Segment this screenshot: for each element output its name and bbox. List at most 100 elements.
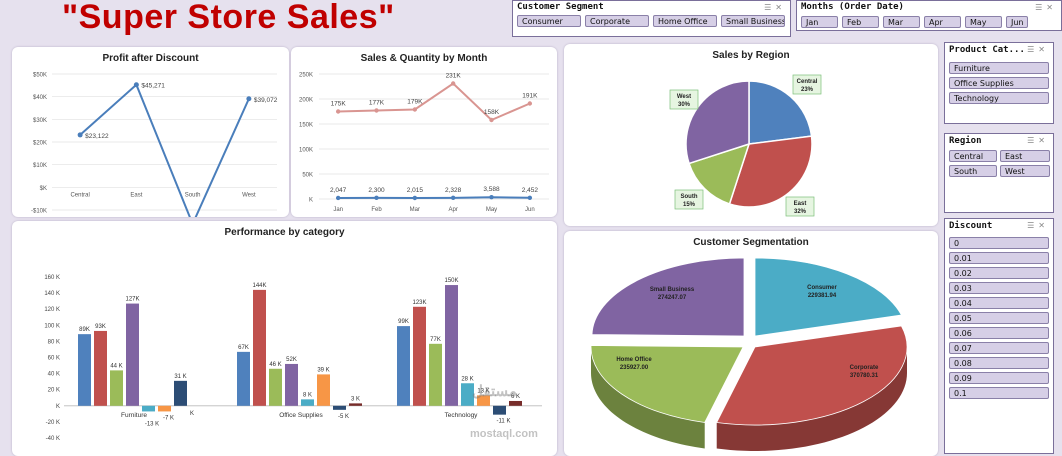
category-bar xyxy=(349,403,362,406)
data-label: 231K xyxy=(446,73,462,80)
bar-label: -7 K xyxy=(163,415,174,421)
clear-filter-icon[interactable]: ☰✕ xyxy=(1027,221,1049,230)
slicer-product-category[interactable]: Product Cat... ☰✕ Furniture Office Suppl… xyxy=(944,42,1054,124)
bar-label: -5 K xyxy=(338,414,349,420)
category-bar xyxy=(78,334,91,406)
pie-label-box xyxy=(669,89,699,110)
slicer-item-discount[interactable]: 0.03 xyxy=(949,282,1049,294)
slicer-title: Region xyxy=(949,136,982,146)
series-point xyxy=(374,108,379,113)
bar-label: 8 K xyxy=(303,392,312,398)
profit-point xyxy=(246,96,252,102)
slicer-title: Product Cat... xyxy=(949,45,1025,55)
pie-label-value: 235927.00 xyxy=(620,365,649,371)
slicer-item-discount[interactable]: 0.07 xyxy=(949,342,1049,354)
x-tick-label: Feb xyxy=(371,207,382,213)
y-tick-label: 140 K xyxy=(44,291,60,297)
slicer-item-jan[interactable]: Jan xyxy=(801,16,838,28)
data-label: $39,072 xyxy=(254,97,278,104)
segmentation-chart-card: Customer Segmentation Consumer 229381.94 C… xyxy=(564,231,938,456)
slicer-item-discount[interactable]: 0.01 xyxy=(949,252,1049,264)
slicer-item-consumer[interactable]: Consumer xyxy=(517,15,581,27)
pie-label-name: West xyxy=(677,94,691,100)
pie-label-name: Consumer xyxy=(807,285,837,291)
slicer-item-discount[interactable]: 0.04 xyxy=(949,297,1049,309)
y-tick-label: 40 K xyxy=(48,372,60,378)
series-point xyxy=(450,195,456,201)
slicer-item-central[interactable]: Central xyxy=(949,150,997,162)
slicer-title: Months (Order Date) xyxy=(801,2,904,12)
pie-label-value: 274247.07 xyxy=(658,295,687,301)
x-tick-label: Central xyxy=(70,192,89,198)
slicer-customer-segment[interactable]: Customer Segment ☰✕ Consumer Corporate H… xyxy=(512,0,791,37)
bar-label: K xyxy=(190,411,194,417)
slicer-item-may[interactable]: May xyxy=(965,16,1002,28)
slicer-item-office-supplies[interactable]: Office Supplies xyxy=(949,77,1049,89)
category-bar xyxy=(509,400,522,406)
data-label: 2,047 xyxy=(330,187,347,194)
slicer-item-south[interactable]: South xyxy=(949,165,997,177)
bar-label: 77K xyxy=(430,337,441,343)
bar-label: 28 K xyxy=(461,376,473,382)
y-tick-label: $20K xyxy=(33,141,47,147)
category-bar xyxy=(174,380,187,406)
slicer-item-mar[interactable]: Mar xyxy=(883,16,920,28)
slicer-item-feb[interactable]: Feb xyxy=(842,16,879,28)
category-bar xyxy=(493,405,506,415)
pie-slice xyxy=(754,257,903,337)
slicer-item-technology[interactable]: Technology xyxy=(949,92,1049,104)
series-point xyxy=(489,117,494,123)
slicer-item-discount[interactable]: 0.02 xyxy=(949,267,1049,279)
category-bar xyxy=(158,405,171,412)
x-category-label: Office Supplies xyxy=(279,412,323,419)
pie-label-value: 15% xyxy=(683,202,696,208)
clear-filter-icon[interactable]: ☰✕ xyxy=(764,3,786,12)
y-tick-label: 160 K xyxy=(44,275,60,281)
slicer-item-discount[interactable]: 0 xyxy=(949,237,1049,249)
profit-line xyxy=(79,83,250,227)
slicer-months[interactable]: Months (Order Date) ☰✕ Jan Feb Mar Apr M… xyxy=(796,0,1062,31)
sales-quantity-line-chart: 250K 200K 150K 100K 50K K 175K 177K 179K 231K 158K… xyxy=(299,73,549,213)
series-line xyxy=(338,196,530,199)
slicer-region[interactable]: Region ☰✕ Central East South West xyxy=(944,133,1054,213)
slicer-item-discount[interactable]: 0.1 xyxy=(949,387,1049,399)
data-label: 158K xyxy=(484,109,500,116)
x-tick-label: Jun xyxy=(525,207,535,213)
y-tick-label: 250K xyxy=(299,73,313,79)
y-tick-label: $K xyxy=(40,186,47,192)
y-tick-label: K xyxy=(309,198,313,204)
slicer-discount[interactable]: Discount ☰✕ 0 0.01 0.02 0.03 0.04 0.05 0.06 0.0… xyxy=(944,218,1054,454)
series-point xyxy=(527,101,533,106)
pie-label-name: South xyxy=(681,194,698,200)
category-bar xyxy=(142,405,155,412)
slicer-item-discount[interactable]: 0.09 xyxy=(949,372,1049,384)
chart-title: Sales & Quantity by Month xyxy=(360,53,488,64)
slicer-item-west[interactable]: West xyxy=(1000,165,1050,177)
slicer-item-discount[interactable]: 0.05 xyxy=(949,312,1049,324)
x-category-label: Technology xyxy=(445,412,479,419)
category-bar xyxy=(126,303,139,406)
y-tick-label: $10K xyxy=(33,163,47,169)
series-point xyxy=(412,195,418,201)
pie-slice xyxy=(728,135,813,208)
slicer-title: Customer Segment xyxy=(517,2,604,12)
slicer-item-jun[interactable]: Jun xyxy=(1006,16,1028,28)
clear-filter-icon[interactable]: ☰✕ xyxy=(1035,3,1057,12)
slicer-item-east[interactable]: East xyxy=(1000,150,1050,162)
slicer-item-corporate[interactable]: Corporate xyxy=(585,15,649,27)
category-bar xyxy=(413,306,426,406)
clear-filter-icon[interactable]: ☰✕ xyxy=(1027,136,1049,145)
category-bar xyxy=(317,374,330,406)
slicer-item-apr[interactable]: Apr xyxy=(924,16,961,28)
slicer-item-discount[interactable]: 0.06 xyxy=(949,327,1049,339)
sales-quantity-chart-card: Sales & Quantity by Month 250K 200K 150K 10… xyxy=(291,47,557,217)
slicer-item-home-office[interactable]: Home Office xyxy=(653,15,717,27)
slicer-item-furniture[interactable]: Furniture xyxy=(949,62,1049,74)
y-tick-label: -$10K xyxy=(31,209,47,215)
chart-title: Sales by Region xyxy=(712,50,790,61)
slicer-item-small-business[interactable]: Small Business xyxy=(721,15,785,27)
data-label: 179K xyxy=(407,99,423,106)
bar-label: 31 K xyxy=(174,374,186,380)
slicer-item-discount[interactable]: 0.08 xyxy=(949,357,1049,369)
clear-filter-icon[interactable]: ☰✕ xyxy=(1027,45,1049,54)
